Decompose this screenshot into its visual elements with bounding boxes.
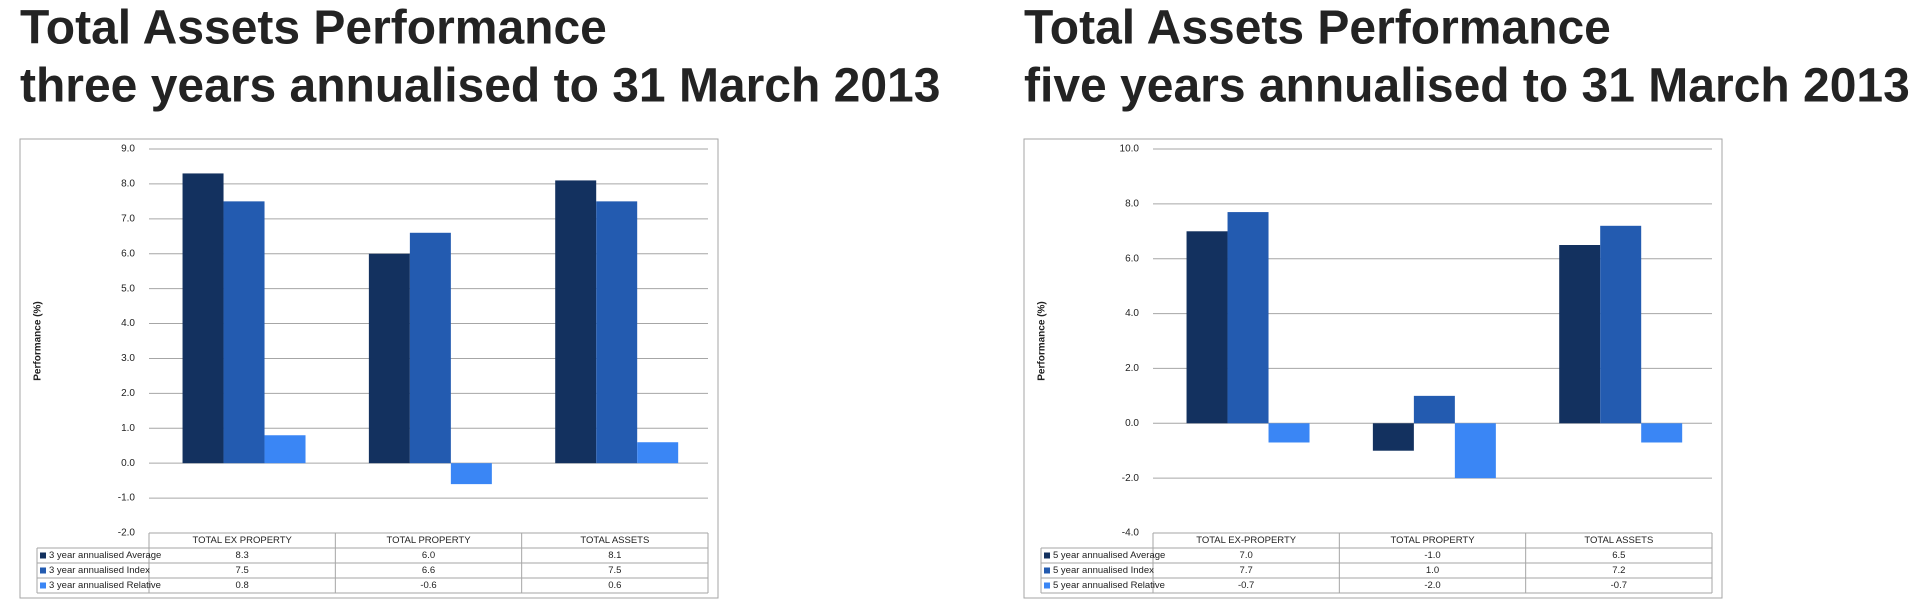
data-label: -0.7: [1238, 580, 1254, 591]
data-label: -2.0: [1424, 580, 1440, 591]
y-tick-label: 8.0: [121, 179, 135, 190]
y-axis-label: Performance (%): [33, 301, 44, 380]
bar: [1268, 423, 1310, 443]
bar: [637, 442, 679, 464]
x-tick-label: TOTAL PROPERTY: [1390, 535, 1475, 546]
y-tick-label: 4.0: [121, 318, 135, 329]
data-label: 6.0: [422, 550, 435, 561]
legend-swatch: [40, 567, 46, 574]
bar: [1559, 245, 1601, 424]
legend-label: 5 year annualised Average: [1053, 550, 1165, 561]
x-tick-label: TOTAL EX-PROPERTY: [1196, 535, 1297, 546]
x-tick-label: TOTAL ASSETS: [1584, 535, 1653, 546]
legend-label: 3 year annualised Relative: [49, 580, 161, 591]
y-tick-label: -4.0: [1122, 528, 1140, 539]
data-label: 1.0: [1426, 565, 1439, 576]
legend-swatch: [1044, 552, 1050, 559]
data-label: 7.0: [1240, 550, 1253, 561]
bar: [1186, 231, 1228, 424]
data-label: 6.5: [1612, 550, 1625, 561]
data-label: 7.5: [236, 565, 249, 576]
x-tick-label: TOTAL PROPERTY: [386, 535, 471, 546]
data-label: 8.1: [608, 550, 621, 561]
y-tick-label: 2.0: [1125, 363, 1139, 374]
legend-label: 5 year annualised Relative: [1053, 580, 1165, 591]
legend-label: 3 year annualised Index: [49, 565, 150, 576]
y-tick-label: 8.0: [1125, 198, 1139, 209]
legend-swatch: [40, 552, 46, 559]
y-tick-label: -2.0: [118, 528, 136, 539]
legend-label: 5 year annualised Index: [1053, 565, 1154, 576]
y-tick-label: 2.0: [121, 388, 135, 399]
y-tick-label: 9.0: [121, 144, 135, 155]
bar: [264, 435, 306, 464]
bar: [1413, 395, 1455, 424]
data-label: 7.5: [608, 565, 621, 576]
bar: [1454, 423, 1496, 479]
legend-swatch: [40, 582, 46, 589]
bar: [1641, 423, 1683, 443]
data-label: -0.6: [420, 580, 436, 591]
y-tick-label: 0.0: [1125, 418, 1139, 429]
data-label: 0.6: [608, 580, 621, 591]
data-label: 7.2: [1612, 565, 1625, 576]
bar: [223, 201, 265, 464]
x-tick-label: TOTAL EX PROPERTY: [192, 535, 292, 546]
y-tick-label: -2.0: [1122, 473, 1140, 484]
chart-subtitle: five years annualised to 31 March 2013: [1024, 60, 1910, 113]
bar: [182, 173, 224, 464]
y-tick-label: 10.0: [1120, 144, 1140, 155]
y-tick-label: -1.0: [118, 493, 136, 504]
data-label: -0.7: [1611, 580, 1627, 591]
data-label: 6.6: [422, 565, 435, 576]
bar: [409, 232, 451, 464]
legend-swatch: [1044, 582, 1050, 589]
bar: [596, 201, 638, 464]
data-label: -1.0: [1424, 550, 1440, 561]
data-label: 8.3: [236, 550, 249, 561]
y-tick-label: 6.0: [1125, 253, 1139, 264]
bar: [1372, 423, 1414, 451]
bar: [368, 253, 410, 464]
x-tick-label: TOTAL ASSETS: [580, 535, 649, 546]
y-tick-label: 7.0: [121, 213, 135, 224]
chart-subtitle: three years annualised to 31 March 2013: [20, 60, 940, 113]
bar: [1600, 225, 1642, 424]
y-tick-label: 1.0: [121, 423, 135, 434]
y-tick-label: 6.0: [121, 248, 135, 259]
chart-title: Total Assets Performance: [20, 2, 607, 55]
data-label: 0.8: [236, 580, 249, 591]
y-tick-label: 4.0: [1125, 308, 1139, 319]
legend-label: 3 year annualised Average: [49, 550, 161, 561]
bar: [450, 463, 492, 485]
bar: [1227, 212, 1269, 424]
bar: [555, 180, 597, 464]
data-label: 7.7: [1240, 565, 1253, 576]
y-tick-label: 3.0: [121, 353, 135, 364]
y-axis-label: Performance (%): [1037, 301, 1048, 380]
chart-title: Total Assets Performance: [1024, 2, 1611, 55]
y-tick-label: 0.0: [121, 458, 135, 469]
y-tick-label: 5.0: [121, 283, 135, 294]
legend-swatch: [1044, 567, 1050, 574]
